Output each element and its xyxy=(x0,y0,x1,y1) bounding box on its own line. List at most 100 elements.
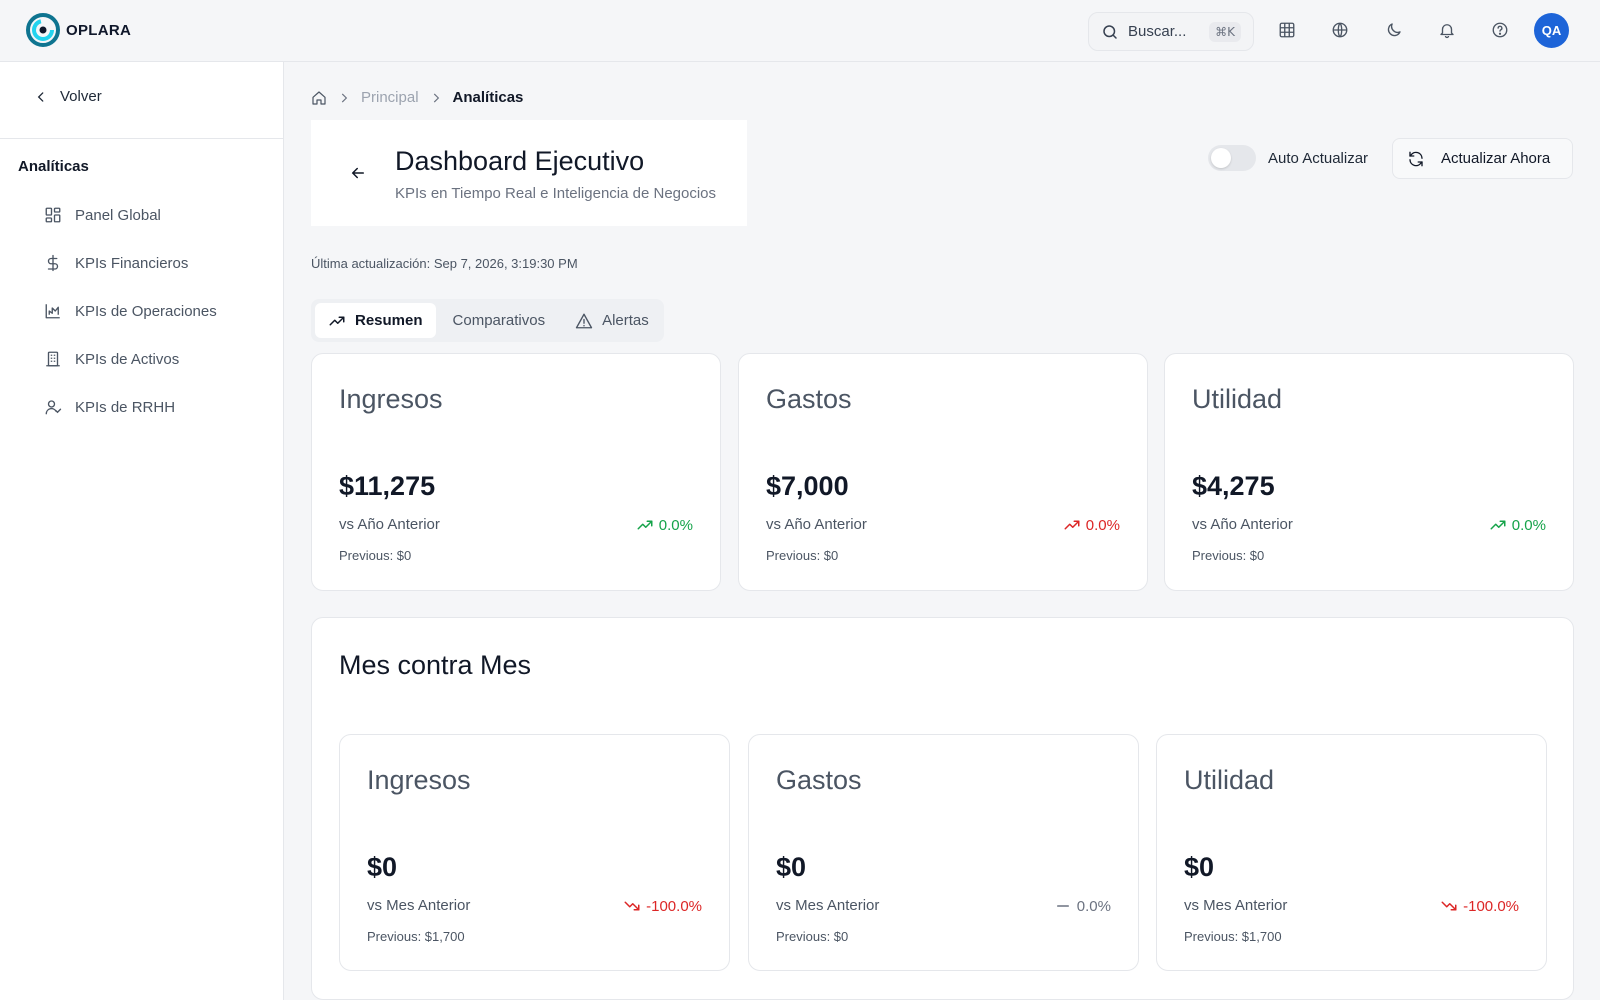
sidebar: Volver Analíticas Panel Global KPIs Fina… xyxy=(0,62,284,1000)
refresh-now-label: Actualizar Ahora xyxy=(1441,150,1551,167)
breadcrumb-parent[interactable]: Principal xyxy=(361,89,419,106)
user-icon xyxy=(45,400,62,415)
trending-down-icon xyxy=(624,901,640,911)
kpi-previous: Previous: $0 xyxy=(766,548,839,563)
kpi-value: $11,275 xyxy=(339,471,436,501)
auto-refresh-label: Auto Actualizar xyxy=(1268,149,1369,167)
sidebar-item-kpis-rrhh[interactable]: KPIs de RRHH xyxy=(44,398,175,416)
sidebar-item-kpis-financieros[interactable]: KPIs Financieros xyxy=(44,254,188,272)
mom-card-gastos: Gastos $0 vs Mes Anterior 0.0% Previous:… xyxy=(748,734,1139,971)
kpi-previous: Previous: $0 xyxy=(776,929,849,944)
arrow-left-icon[interactable] xyxy=(349,164,367,182)
kpi-value: $7,000 xyxy=(766,471,849,501)
help-icon xyxy=(1492,22,1508,38)
alert-triangle-icon xyxy=(575,313,593,328)
tab-alertas[interactable]: Alertas xyxy=(562,303,662,338)
refresh-now-button[interactable]: Actualizar Ahora xyxy=(1392,138,1573,179)
minus-icon xyxy=(1056,905,1069,907)
kpi-card-utilidad: Utilidad $4,275 vs Año Anterior 0.0% Pre… xyxy=(1164,353,1574,591)
dashboard-icon xyxy=(45,207,61,223)
sidebar-item-kpis-operaciones[interactable]: KPIs de Operaciones xyxy=(44,302,217,320)
kpi-compare: vs Año Anterior xyxy=(1192,516,1293,533)
sidebar-item-label: KPIs Financieros xyxy=(75,254,189,272)
trending-up-icon xyxy=(637,520,653,530)
trending-down-icon xyxy=(1441,901,1457,911)
kpi-previous: Previous: $0 xyxy=(339,548,412,563)
tab-bar: Resumen Comparativos Alertas xyxy=(311,299,664,342)
auto-refresh-toggle[interactable] xyxy=(1208,145,1256,171)
tab-label: Comparativos xyxy=(452,312,546,329)
notifications-button[interactable] xyxy=(1436,19,1458,41)
kpi-value: $0 xyxy=(776,852,807,882)
sidebar-divider xyxy=(0,138,284,139)
breadcrumb-current: Analíticas xyxy=(452,89,524,106)
tab-label: Alertas xyxy=(602,312,649,329)
page-subtitle: KPIs en Tiempo Real e Inteligencia de Ne… xyxy=(395,185,717,202)
theme-toggle-button[interactable] xyxy=(1383,19,1405,41)
chevron-right-icon xyxy=(433,93,439,102)
home-icon[interactable] xyxy=(311,90,327,106)
brand-name: OPLARA xyxy=(66,21,132,39)
kpi-change-value: 0.0% xyxy=(1085,516,1120,534)
auto-refresh-control: Auto Actualizar xyxy=(1208,145,1368,171)
apps-button[interactable] xyxy=(1276,19,1298,41)
month-over-month-section: Mes contra Mes Ingresos $0 vs Mes Anteri… xyxy=(311,617,1574,1000)
search-placeholder: Buscar... xyxy=(1128,23,1187,40)
kpi-previous: Previous: $1,700 xyxy=(367,929,465,944)
kpi-compare: vs Mes Anterior xyxy=(367,897,471,914)
search-box[interactable]: Buscar... ⌘K xyxy=(1088,12,1254,51)
kpi-change-value: -100.0% xyxy=(1463,897,1519,915)
kpi-change: 0.0% xyxy=(1489,516,1546,534)
mom-card-utilidad: Utilidad $0 vs Mes Anterior -100.0% Prev… xyxy=(1156,734,1547,971)
kpi-label: Utilidad xyxy=(1192,384,1283,414)
tab-comparativos[interactable]: Comparativos xyxy=(440,303,559,338)
kpi-label: Gastos xyxy=(766,384,852,414)
kpi-card-ingresos: Ingresos $11,275 vs Año Anterior 0.0% Pr… xyxy=(311,353,721,591)
kpi-value: $4,275 xyxy=(1192,471,1275,501)
top-bar: OPLARA Buscar... ⌘K QA xyxy=(0,0,1600,62)
tab-resumen[interactable]: Resumen xyxy=(315,303,436,338)
breadcrumb: Principal Analíticas xyxy=(311,89,523,106)
kpi-change: -100.0% xyxy=(623,897,702,915)
search-icon xyxy=(1103,24,1117,39)
refresh-icon xyxy=(1409,151,1423,166)
kpi-change-value: 0.0% xyxy=(1511,516,1546,534)
kpi-compare: vs Mes Anterior xyxy=(1184,897,1288,914)
language-button[interactable] xyxy=(1329,19,1351,41)
globe-icon xyxy=(1332,22,1348,38)
grid-icon xyxy=(1279,22,1295,38)
kpi-label: Gastos xyxy=(776,765,862,795)
kpi-previous: Previous: $0 xyxy=(1192,548,1265,563)
trending-up-icon xyxy=(1490,520,1506,530)
kpi-previous: Previous: $1,700 xyxy=(1184,929,1282,944)
kpi-change-value: 0.0% xyxy=(658,516,693,534)
kpi-change: 0.0% xyxy=(636,516,693,534)
kpi-change: 0.0% xyxy=(1054,897,1111,915)
back-link[interactable]: Volver xyxy=(34,88,102,105)
sidebar-item-panel-global[interactable]: Panel Global xyxy=(44,206,161,224)
mom-card-ingresos: Ingresos $0 vs Mes Anterior -100.0% Prev… xyxy=(339,734,730,971)
sidebar-item-label: Panel Global xyxy=(75,206,161,224)
page-title: Dashboard Ejecutivo xyxy=(395,146,645,176)
trending-up-icon xyxy=(1064,520,1080,530)
help-button[interactable] xyxy=(1489,19,1511,41)
sidebar-item-kpis-activos[interactable]: KPIs de Activos xyxy=(44,350,179,368)
sidebar-item-label: KPIs de RRHH xyxy=(75,398,176,416)
last-update-text: Última actualización: Sep 7, 2026, 3:19:… xyxy=(311,256,578,271)
trending-up-icon xyxy=(329,316,345,325)
dollar-icon xyxy=(47,254,59,272)
kpi-label: Ingresos xyxy=(367,765,471,795)
kpi-change-value: -100.0% xyxy=(646,897,702,915)
kpi-value: $0 xyxy=(1184,852,1215,882)
search-shortcut: ⌘K xyxy=(1209,21,1241,42)
kpi-change: 0.0% xyxy=(1063,516,1120,534)
page-header-card: Dashboard Ejecutivo KPIs en Tiempo Real … xyxy=(311,120,747,226)
kpi-change: -100.0% xyxy=(1440,897,1519,915)
kpi-compare: vs Mes Anterior xyxy=(776,897,880,914)
kpi-label: Utilidad xyxy=(1184,765,1275,795)
kpi-value: $0 xyxy=(367,852,398,882)
user-avatar[interactable]: QA xyxy=(1534,13,1569,48)
brand-logo[interactable]: OPLARA xyxy=(26,13,131,47)
kpi-change-value: 0.0% xyxy=(1076,897,1111,915)
sidebar-item-label: KPIs de Operaciones xyxy=(75,302,217,320)
